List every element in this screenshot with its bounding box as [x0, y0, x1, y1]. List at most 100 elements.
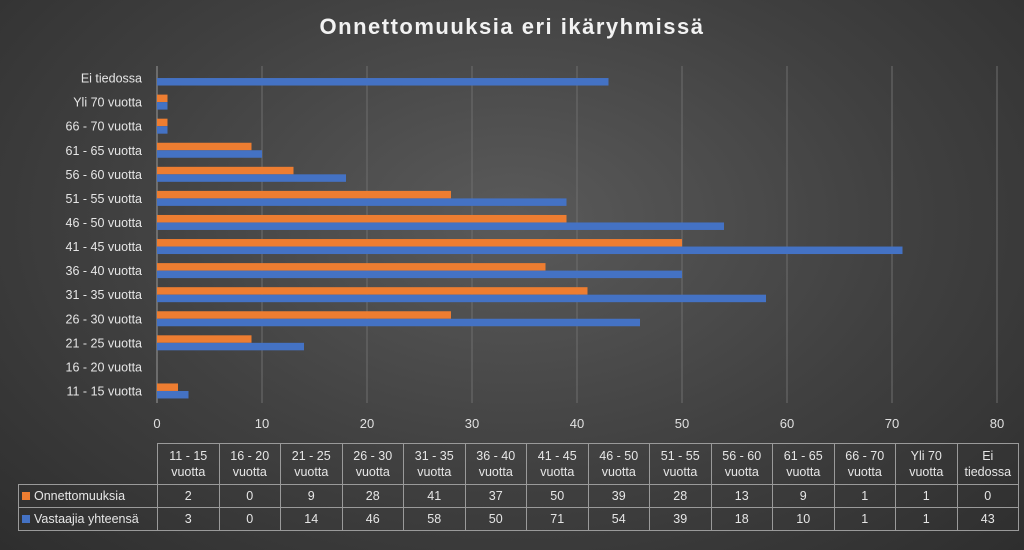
bar-vastaajia	[157, 318, 640, 327]
table-column-header: 51 - 55 vuotta	[649, 443, 712, 485]
y-tick-label: 46 - 50 vuotta	[66, 216, 142, 230]
table-cell: 3	[157, 507, 220, 531]
table-body: Onnettomuuksia 2 0 9 28 41 37 50 39 28 13 9 1 1 0 Vasta…	[18, 484, 1019, 531]
table-corner	[19, 444, 158, 485]
table-cell: 2	[157, 484, 220, 508]
x-tick-label: 70	[885, 416, 899, 431]
table-cell: 28	[649, 484, 712, 508]
x-tick-label: 0	[153, 416, 160, 431]
y-tick-label: 56 - 60 vuotta	[66, 168, 142, 182]
bar-vastaajia	[157, 174, 346, 182]
table-cell: 43	[956, 507, 1019, 531]
legend-series-label: Vastaajia yhteensä	[18, 507, 158, 531]
table-cell: 0	[218, 507, 281, 531]
bar-vastaajia	[157, 150, 262, 158]
bar-onnettomuuksia	[157, 263, 546, 271]
table-cell: 58	[403, 507, 466, 531]
y-tick-label: 51 - 55 vuotta	[66, 192, 142, 206]
table-column-header: 31 - 35 vuotta	[403, 443, 466, 485]
legend-swatch	[22, 492, 30, 500]
table-cell: 14	[280, 507, 343, 531]
y-tick-label: 36 - 40 vuotta	[66, 264, 142, 278]
table-cell: 0	[956, 484, 1019, 508]
y-tick-label: 66 - 70 vuotta	[66, 120, 142, 134]
table-column-header: 61 - 65 vuotta	[772, 443, 835, 485]
table-cell: 0	[218, 484, 281, 508]
bar-vastaajia	[157, 342, 304, 351]
table-column-header: 21 - 25 vuotta	[280, 443, 343, 485]
bar-onnettomuuksia	[157, 166, 294, 175]
table-cell: 28	[341, 484, 404, 508]
chart-title: Onnettomuuksia eri ikäryhmissä	[319, 14, 705, 39]
table-cell: 1	[833, 484, 896, 508]
table-column-header: 36 - 40 vuotta	[464, 443, 527, 485]
bar-onnettomuuksia	[157, 383, 178, 391]
table-cell: 1	[833, 507, 896, 531]
bar-vastaajia	[157, 126, 168, 134]
x-tick-label: 20	[360, 416, 374, 431]
bar-vastaajia	[157, 246, 903, 255]
bar-onnettomuuksia	[157, 118, 168, 127]
y-tick-label: 61 - 65 vuotta	[66, 144, 142, 158]
bar-vastaajia	[157, 102, 168, 110]
table-column-header: 16 - 20 vuotta	[218, 443, 281, 485]
series-name: Vastaajia yhteensä	[34, 512, 139, 526]
table-cell: 54	[587, 507, 650, 531]
table-column-header: 66 - 70 vuotta	[833, 443, 896, 485]
legend-swatch	[22, 515, 30, 523]
table-column-header: 41 - 45 vuotta	[526, 443, 589, 485]
y-tick-label: 41 - 45 vuotta	[66, 240, 142, 254]
y-tick-label: 16 - 20 vuotta	[66, 360, 142, 374]
table-cell: 9	[280, 484, 343, 508]
bar-vastaajia	[157, 294, 766, 303]
table-cell: 50	[464, 507, 527, 531]
table-column-header: 26 - 30 vuotta	[341, 443, 404, 485]
table-cell: 18	[710, 507, 773, 531]
x-tick-label: 30	[465, 416, 479, 431]
bar-onnettomuuksia	[157, 142, 252, 151]
table-cell: 13	[710, 484, 773, 508]
legend-series-label: Onnettomuuksia	[18, 484, 158, 508]
x-tick-label: 10	[255, 416, 269, 431]
table-cell: 1	[895, 507, 958, 531]
y-tick-label: 31 - 35 vuotta	[66, 288, 142, 302]
table-column-header: 56 - 60 vuotta	[710, 443, 773, 485]
y-tick-label: Ei tiedossa	[81, 72, 142, 86]
data-table: 11 - 15 vuotta 16 - 20 vuotta 21 - 25 vuotta 2…	[18, 443, 1019, 531]
bar-vastaajia	[157, 390, 189, 399]
table-cell: 39	[649, 507, 712, 531]
bar-onnettomuuksia	[157, 239, 682, 247]
table-cell: 50	[526, 484, 589, 508]
y-tick-label: 21 - 25 vuotta	[66, 336, 142, 350]
x-tick-label: 60	[780, 416, 794, 431]
table-column-header: 11 - 15 vuotta	[157, 443, 220, 485]
bar-chart: 0 10 20 30 40 50 60 70 80 11 - 15 vuotta 16 - 20 v…	[66, 66, 1004, 431]
table-cell: 1	[895, 484, 958, 508]
bar-onnettomuuksia	[157, 94, 168, 103]
table-column-header: Yli 70 vuotta	[895, 443, 958, 485]
bar-vastaajia	[157, 270, 682, 279]
bar-onnettomuuksia	[157, 287, 588, 295]
table-column-header: 46 - 50 vuotta	[587, 443, 650, 485]
table-cell: 37	[464, 484, 527, 508]
x-tick-label: 50	[675, 416, 689, 431]
table-cell: 39	[587, 484, 650, 508]
y-tick-label: 26 - 30 vuotta	[66, 312, 142, 326]
bar-vastaajia	[157, 222, 724, 230]
bar-vastaajia	[157, 198, 567, 206]
table-cell: 41	[403, 484, 466, 508]
x-tick-label: 40	[570, 416, 584, 431]
y-tick-label: 11 - 15 vuotta	[66, 384, 142, 398]
x-tick-label: 80	[990, 416, 1004, 431]
series-name: Onnettomuuksia	[34, 489, 126, 503]
table-row: Vastaajia yhteensä 3 0 14 46 58 50 71 54 39 18 10 1 1…	[18, 507, 1019, 531]
table-cell: 9	[772, 484, 835, 508]
table-header-row: 11 - 15 vuotta 16 - 20 vuotta 21 - 25 vuotta 2…	[19, 443, 1019, 485]
bar-onnettomuuksia	[157, 214, 567, 223]
table-cell: 10	[772, 507, 835, 531]
table-row: Onnettomuuksia 2 0 9 28 41 37 50 39 28 13 9 1 1 0	[18, 484, 1019, 508]
bar-onnettomuuksia	[157, 190, 451, 199]
table-column-header: Ei tiedossa	[956, 443, 1019, 485]
bar-vastaajia	[157, 78, 609, 86]
y-tick-label: Yli 70 vuotta	[73, 96, 142, 110]
